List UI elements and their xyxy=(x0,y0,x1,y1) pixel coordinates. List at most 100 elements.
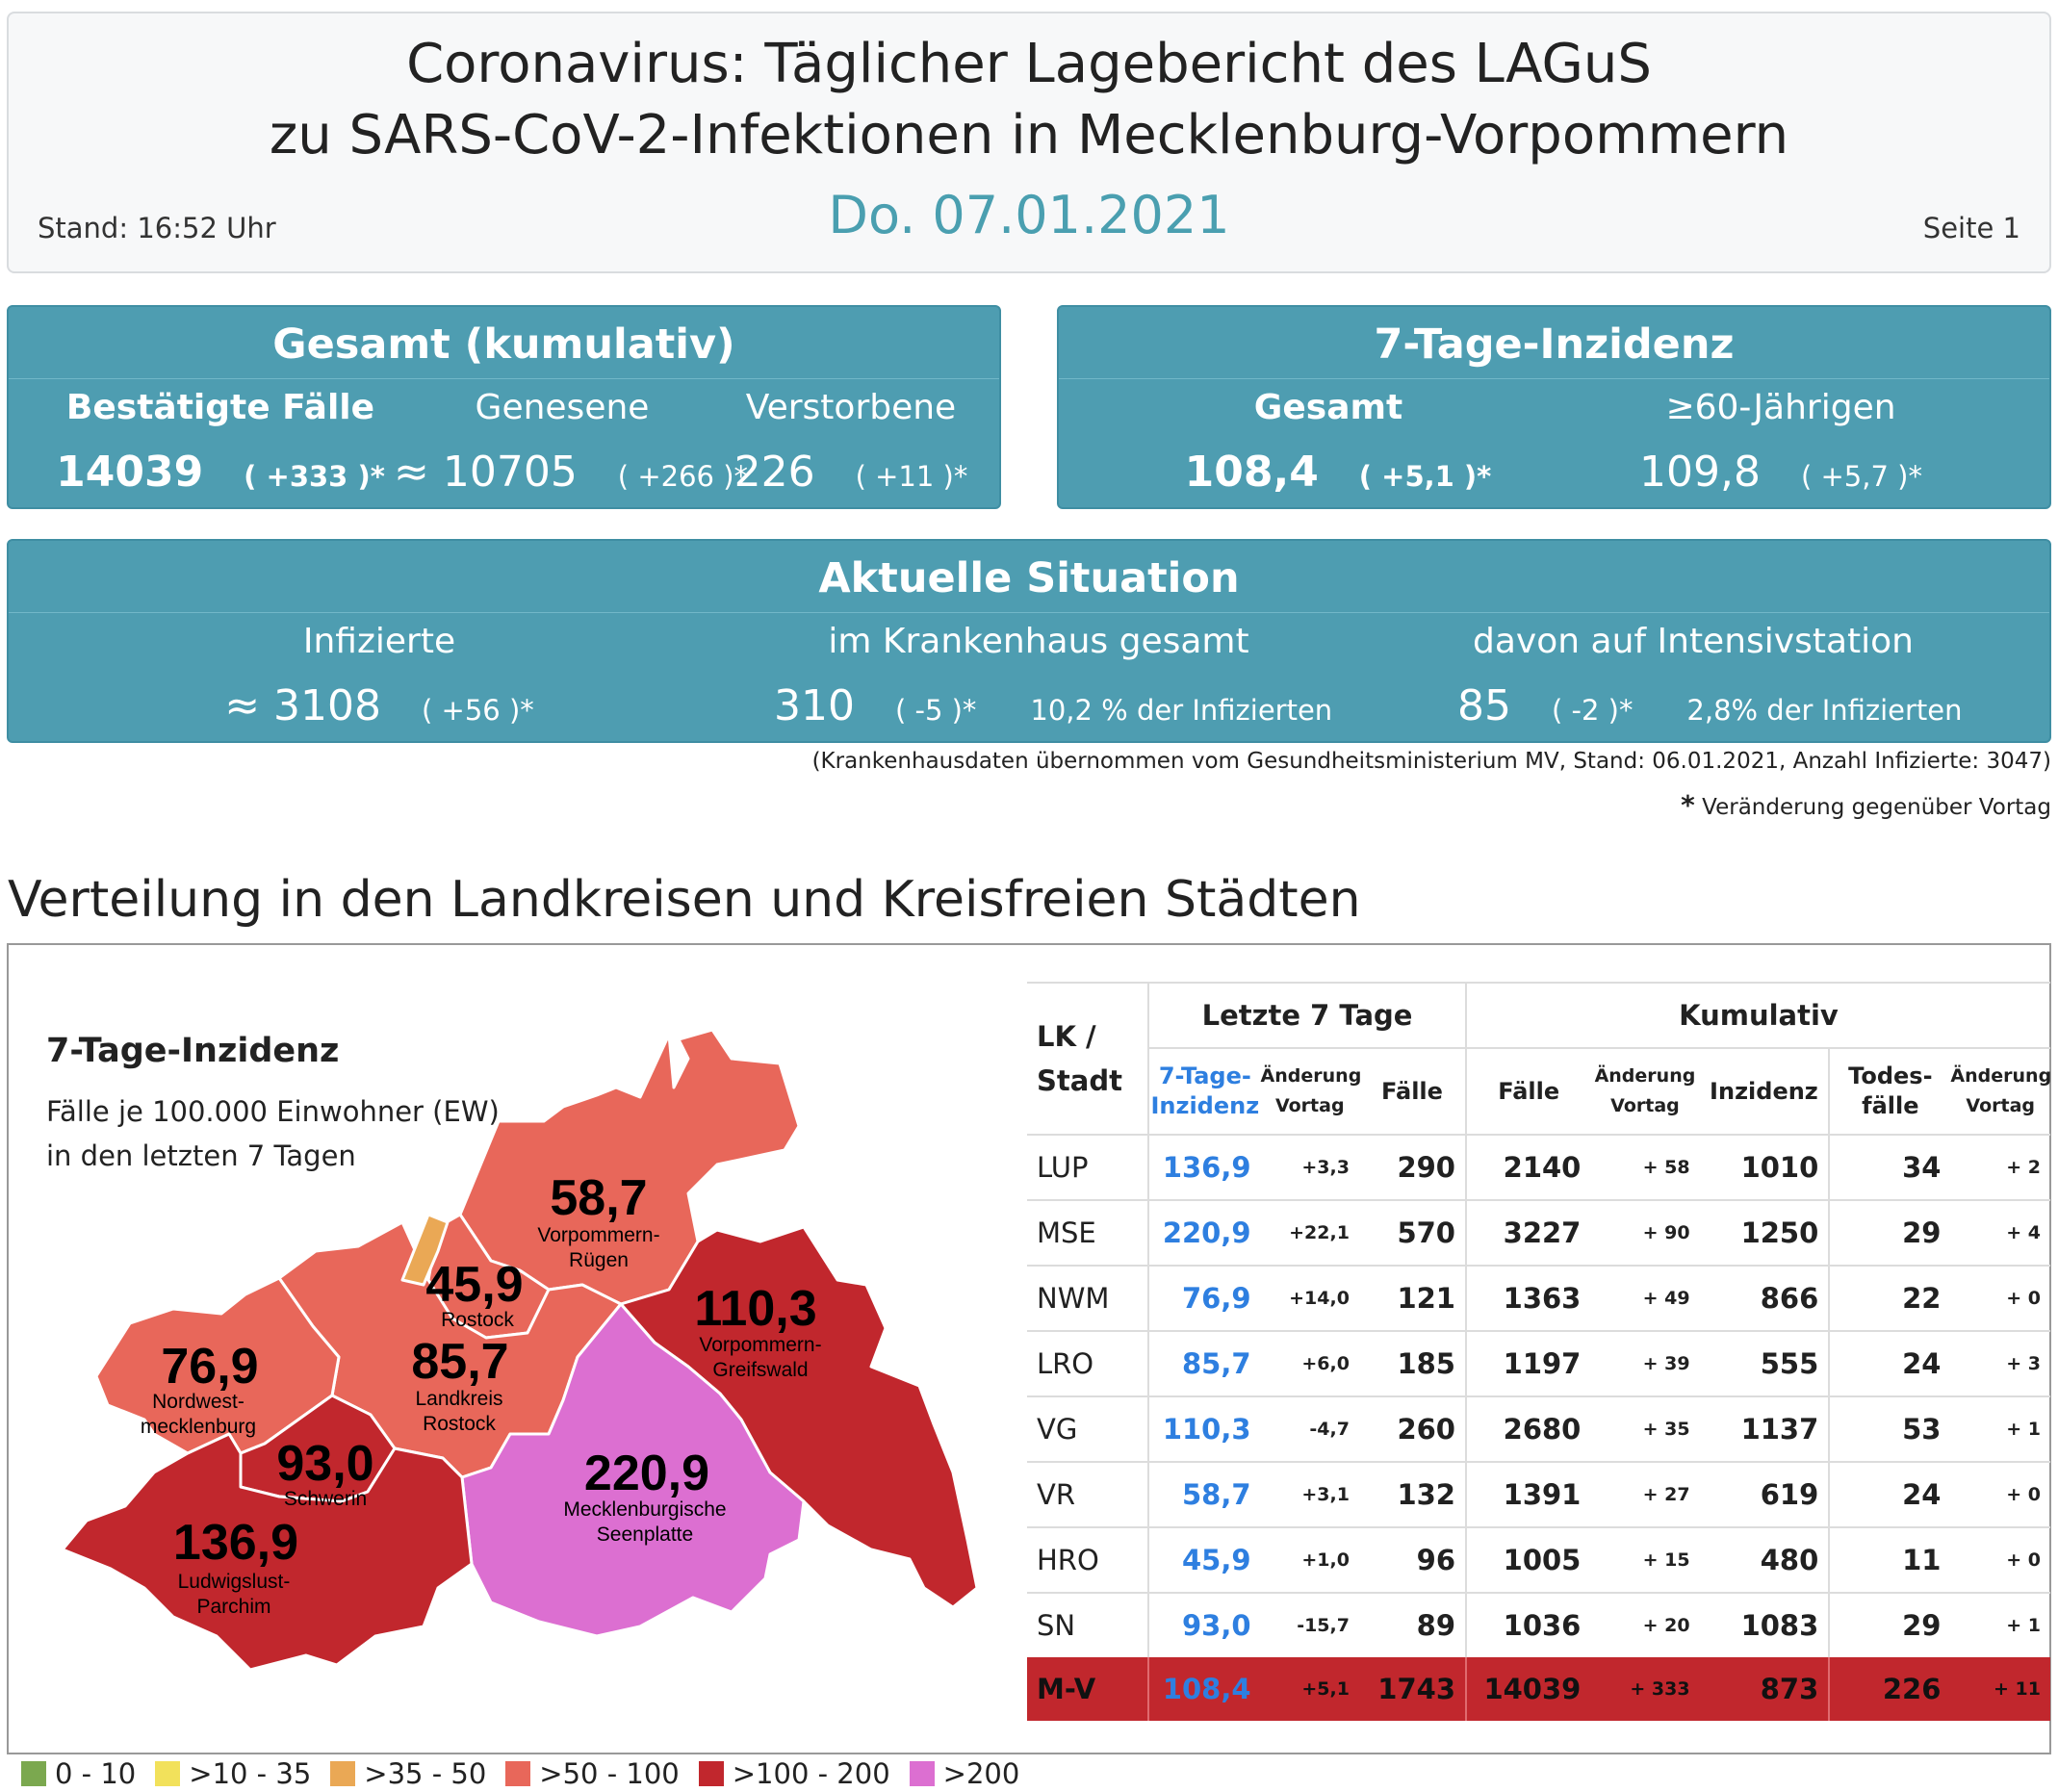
cell-deaths-total: 226 xyxy=(1828,1657,1951,1721)
map-region-lup xyxy=(61,1432,474,1672)
recovered-value-group: ≈ 10705 ( +266 )* xyxy=(394,448,748,497)
legend-label: >35 - 50 xyxy=(364,1757,487,1790)
legend-item: >10 - 35 xyxy=(155,1757,311,1790)
map-name-sn: Schwerin xyxy=(284,1488,367,1510)
legend-item: >100 - 200 xyxy=(698,1757,890,1790)
cell-cases7: 96 xyxy=(1358,1526,1466,1593)
cell-incidence-total: 873 xyxy=(1699,1657,1830,1721)
col-header-incidence7: 7-Tage- Inzidenz xyxy=(1147,1047,1261,1135)
cell-inz-change: +6,0 xyxy=(1260,1330,1359,1396)
cell-cases-change: + 15 xyxy=(1590,1526,1700,1593)
hospital-share: 10,2 % der Infizierten xyxy=(1030,694,1333,727)
cell-incidence7: 136,9 xyxy=(1147,1134,1261,1200)
cell-inz-change-total: +5,1 xyxy=(1260,1657,1359,1721)
change-footnote: * Veränderung gegenüber Vortag xyxy=(1681,789,2051,821)
legend-label: >200 xyxy=(942,1757,1020,1790)
incidence-over60-delta: ( +5,7 )* xyxy=(1800,460,1922,493)
table-row: VR 58,7 +3,1 132 1391 + 27 619 24 + 0 xyxy=(1027,1461,2050,1527)
cell-inz-change: +3,1 xyxy=(1260,1461,1359,1527)
map-name-vr-2: Rügen xyxy=(569,1249,629,1271)
map-value-nwm: 76,9 xyxy=(161,1339,258,1395)
cell-incidence7: 45,9 xyxy=(1147,1526,1261,1593)
cell-district: LRO xyxy=(1027,1330,1149,1396)
incidence-over60-label: ≥60-Jährigen xyxy=(1665,388,1896,427)
report-title-line1: Coronavirus: Täglicher Lagebericht des L… xyxy=(406,33,1652,95)
map-name-mse-1: Mecklenburgische xyxy=(563,1498,726,1521)
infected-group: ≈ 3108 ( +56 )* xyxy=(187,681,572,730)
confirmed-delta: ( +333 )* xyxy=(244,460,385,493)
table-row: LUP 136,9 +3,3 290 2140 + 58 1010 34 + 2 xyxy=(1027,1134,2050,1200)
col-header-incidence7-1: 7-Tage- xyxy=(1158,1062,1251,1089)
col-header-inz-change-2: Vortag xyxy=(1274,1095,1345,1116)
group-header-cumulative: Kumulativ xyxy=(1465,983,2050,1048)
deaths-label: Verstorbene xyxy=(745,388,957,427)
col-header-deaths: Todes- fälle xyxy=(1828,1047,1951,1135)
cell-deaths-change: + 1 xyxy=(1950,1395,2050,1462)
legend-item: >50 - 100 xyxy=(505,1757,680,1790)
legend-item: 0 - 10 xyxy=(21,1757,137,1790)
cell-cases7: 121 xyxy=(1358,1265,1466,1331)
confirmed-label: Bestätigte Fälle xyxy=(65,388,375,427)
cumulative-heading: Gesamt (kumulativ) xyxy=(272,320,735,369)
cell-cases: 1363 xyxy=(1464,1265,1591,1331)
cell-cases7: 89 xyxy=(1358,1592,1466,1657)
map-value-sn: 93,0 xyxy=(276,1436,373,1492)
cell-incidence7: 220,9 xyxy=(1147,1199,1261,1266)
cell-deaths-change: + 0 xyxy=(1950,1265,2050,1331)
cell-cases-total: 14039 xyxy=(1464,1657,1591,1721)
map-value-hro: 45,9 xyxy=(425,1257,523,1313)
map-name-vr-1: Vorpommern- xyxy=(537,1224,659,1246)
col-header-lk: LK / xyxy=(1037,1020,1096,1053)
legend-label: 0 - 10 xyxy=(55,1757,137,1790)
legend-swatch xyxy=(155,1761,181,1786)
cell-incidence: 1137 xyxy=(1699,1395,1830,1462)
cell-deaths: 29 xyxy=(1828,1592,1951,1657)
cell-district: HRO xyxy=(1027,1526,1149,1593)
col-header-inz-change: Änderung Vortag xyxy=(1260,1047,1361,1135)
cell-cases: 1036 xyxy=(1464,1592,1591,1657)
cell-incidence7: 110,3 xyxy=(1147,1395,1261,1462)
cell-cases7: 290 xyxy=(1358,1134,1466,1200)
asterisk: * xyxy=(1681,789,1695,821)
table-row: MSE 220,9 +22,1 570 3227 + 90 1250 29 + … xyxy=(1027,1199,2050,1266)
map-subtitle-line2: in den letzten 7 Tagen xyxy=(46,1139,356,1172)
cell-cases: 1197 xyxy=(1464,1330,1591,1396)
cell-cases-change-total: + 333 xyxy=(1590,1657,1700,1721)
current-situation-heading: Aktuelle Situation xyxy=(818,554,1240,602)
legend-label: >50 - 100 xyxy=(539,1757,680,1790)
cell-district: SN xyxy=(1027,1592,1149,1657)
cell-cases7: 185 xyxy=(1358,1330,1466,1396)
infected-delta: ( +56 )* xyxy=(422,694,534,727)
col-header-deaths-2: fälle xyxy=(1862,1092,1919,1119)
cell-cases: 1391 xyxy=(1464,1461,1591,1527)
cell-cases: 2680 xyxy=(1464,1395,1591,1462)
col-header-cases-change-1: Änderung xyxy=(1594,1065,1696,1087)
col-header-deaths-change: Änderung Vortag xyxy=(1950,1047,2051,1135)
cell-deaths: 29 xyxy=(1828,1199,1951,1266)
cell-incidence: 1010 xyxy=(1699,1134,1830,1200)
table-row: NWM 76,9 +14,0 121 1363 + 49 866 22 + 0 xyxy=(1027,1265,2050,1331)
section-title: Verteilung in den Landkreisen und Kreisf… xyxy=(8,871,1361,929)
legend-swatch xyxy=(698,1761,724,1786)
hospital-delta: ( -5 )* xyxy=(894,694,977,727)
cell-deaths: 53 xyxy=(1828,1395,1951,1462)
cell-deaths-change-total: + 11 xyxy=(1950,1657,2050,1721)
report-date: Do. 07.01.2021 xyxy=(828,185,1230,245)
hospital-group: 310 ( -5 )* 10,2 % der Infizierten xyxy=(774,681,1332,730)
incidence-over60-value: 109,8 xyxy=(1639,448,1761,497)
infected-label: Infizierte xyxy=(302,622,456,661)
table-row: LRO 85,7 +6,0 185 1197 + 39 555 24 + 3 xyxy=(1027,1330,2050,1396)
recovered-value: ≈ 10705 xyxy=(394,448,578,497)
cell-incidence7: 93,0 xyxy=(1147,1592,1261,1657)
map-region-mse xyxy=(460,1302,806,1638)
cell-cases7: 570 xyxy=(1358,1199,1466,1266)
cell-incidence7: 58,7 xyxy=(1147,1461,1261,1527)
icu-group: 85 ( -2 )* 2,8% der Infizierten xyxy=(1457,681,1996,730)
legend-swatch xyxy=(330,1761,356,1786)
table-row: HRO 45,9 +1,0 96 1005 + 15 480 11 + 0 xyxy=(1027,1526,2050,1593)
incidence-total-value: 108,4 xyxy=(1184,448,1319,497)
divider xyxy=(9,612,2049,613)
icu-label: davon auf Intensivstation xyxy=(1473,622,1914,661)
cell-incidence7: 76,9 xyxy=(1147,1265,1261,1331)
legend-swatch xyxy=(505,1761,531,1786)
